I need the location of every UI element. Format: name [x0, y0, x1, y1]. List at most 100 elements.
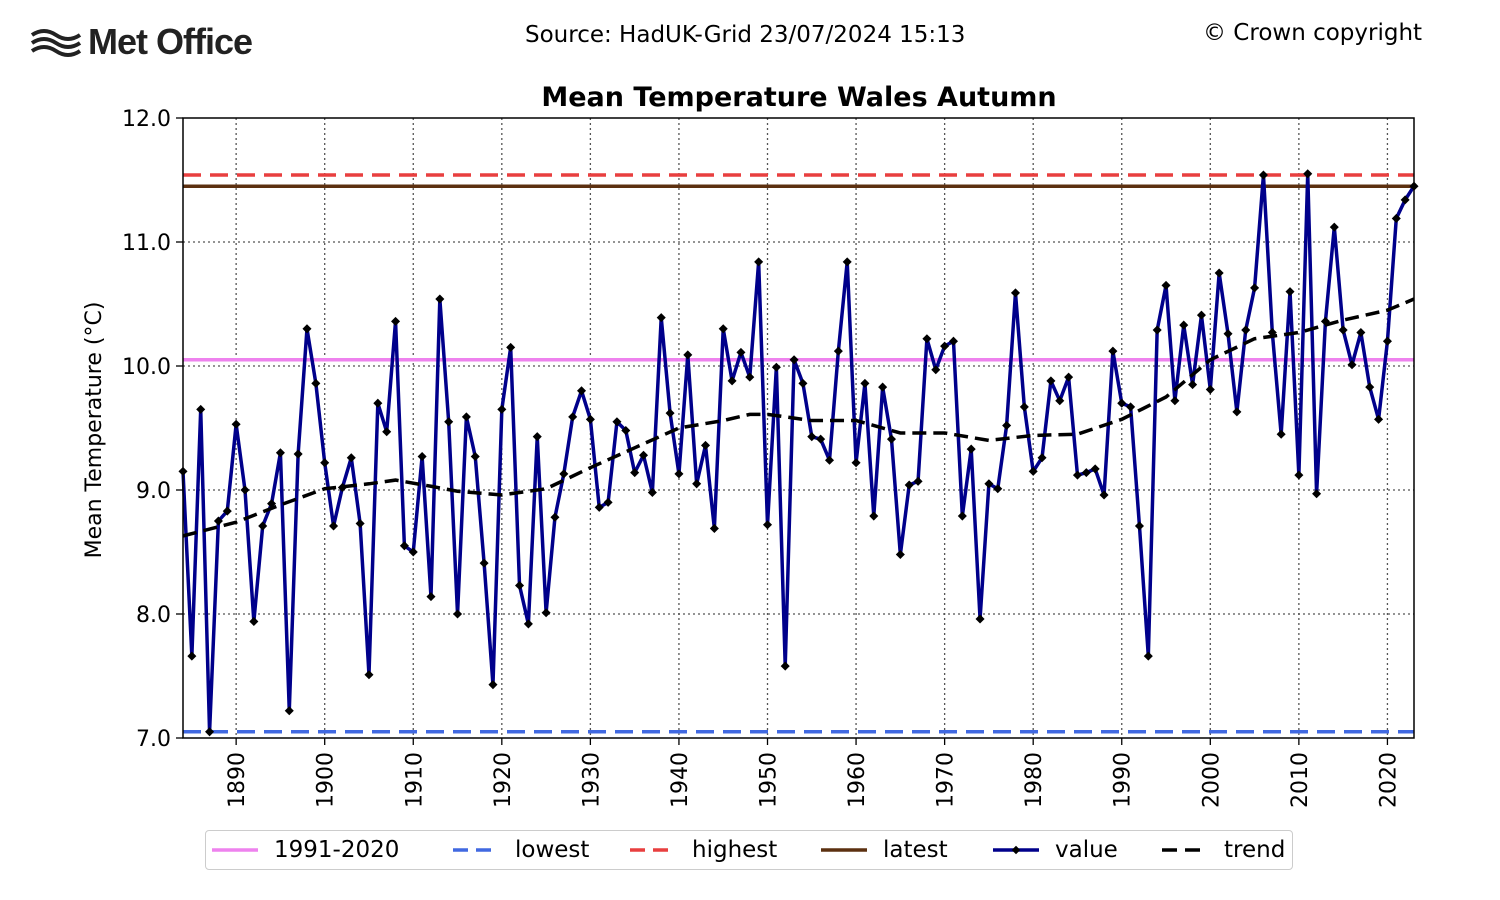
y-axis-label: Mean Temperature (°C)	[82, 302, 107, 559]
value-point	[886, 434, 897, 444]
x-tick-label: 1900	[314, 752, 339, 808]
legend-label: value	[1055, 837, 1118, 863]
value-point	[745, 372, 755, 382]
value-point	[373, 398, 383, 408]
value-point	[833, 346, 843, 356]
value-point	[957, 511, 967, 521]
value-point	[674, 469, 684, 479]
value-point	[196, 404, 206, 414]
met-office-wave-icon	[30, 29, 82, 57]
value-point	[621, 425, 631, 436]
value-point	[1072, 470, 1082, 480]
x-tick-label: 2000	[1199, 752, 1224, 808]
value-point	[293, 449, 303, 459]
value-point	[311, 378, 321, 388]
x-tick-label: 2010	[1288, 752, 1313, 808]
value-point	[1002, 420, 1012, 431]
value-point	[391, 316, 401, 326]
value-point	[1223, 329, 1233, 339]
value-point	[320, 458, 330, 468]
value-point	[302, 324, 312, 334]
value-point	[603, 497, 613, 507]
value-point	[816, 434, 826, 444]
y-tick-label: 12.0	[122, 107, 171, 132]
value-point	[922, 334, 932, 344]
x-tick-label: 2020	[1376, 752, 1401, 808]
value-point	[798, 378, 808, 388]
y-tick-label: 10.0	[122, 355, 171, 380]
value-point	[1134, 521, 1144, 531]
value-point	[1365, 382, 1375, 392]
y-tick-label: 11.0	[122, 231, 171, 256]
value-point	[807, 432, 817, 442]
value-point	[470, 451, 480, 462]
value-point	[878, 382, 888, 392]
value-point	[249, 616, 259, 626]
y-tick-label: 8.0	[136, 603, 171, 628]
legend-item-latest: latest	[821, 831, 948, 869]
value-point	[842, 257, 852, 267]
value-point	[647, 487, 657, 498]
value-point	[860, 378, 870, 388]
value-point	[435, 294, 445, 304]
value-point	[576, 386, 587, 396]
logo-text: Met Office	[88, 21, 253, 62]
value-point	[488, 680, 498, 690]
x-tick-label: 1930	[579, 752, 604, 808]
value-point	[700, 440, 711, 450]
value-point	[1152, 325, 1162, 335]
copyright-text: © Crown copyright	[1203, 20, 1423, 46]
value-point	[559, 469, 569, 479]
value-point	[532, 432, 542, 442]
value-point	[417, 451, 427, 462]
value-point	[1303, 169, 1313, 179]
value-point	[1196, 310, 1206, 320]
legend-item-trend: trend	[1162, 831, 1285, 869]
value-point	[754, 257, 764, 267]
legend-item-lowest: lowest	[453, 831, 589, 869]
x-tick-label: 1910	[402, 752, 427, 808]
axis-layer: 7.0 8.0 9.0 10.0 11.0 12.0 1890 1900 1910 1920 193…	[122, 107, 1401, 808]
value-point	[479, 558, 489, 568]
legend-swatch	[630, 848, 676, 852]
value-point	[506, 342, 516, 352]
value-point	[736, 347, 746, 357]
value-point	[187, 651, 197, 661]
value-point	[515, 580, 525, 591]
x-tick-label: 1890	[225, 752, 250, 808]
chart-title: Mean Temperature Wales Autumn	[541, 82, 1056, 113]
value-point	[1294, 470, 1304, 480]
value-point	[656, 313, 666, 323]
grid-layer	[183, 118, 1414, 738]
trend-series-line	[182, 297, 1415, 538]
value-point	[355, 518, 365, 529]
value-point	[869, 511, 879, 521]
value-point	[329, 521, 339, 531]
value-point	[453, 609, 463, 619]
value-point	[497, 404, 507, 414]
y-tick-label: 7.0	[136, 727, 171, 752]
met-office-logo: Met Office	[30, 21, 253, 62]
source-text: Source: HadUK-Grid 23/07/2024 15:13	[525, 22, 966, 48]
legend-swatch	[821, 848, 867, 852]
value-point	[1250, 283, 1260, 293]
value-point	[346, 453, 356, 463]
legend-label: lowest	[515, 837, 590, 863]
value-point	[1179, 320, 1189, 330]
value-point	[1276, 429, 1286, 439]
value-point	[709, 523, 719, 533]
value-point	[771, 362, 781, 372]
value-point	[984, 479, 994, 489]
plot-frame	[182, 117, 1415, 739]
value-point	[1285, 287, 1295, 297]
x-tick-label: 1990	[1111, 752, 1136, 808]
legend-swatch	[1162, 848, 1208, 852]
value-point	[966, 444, 976, 454]
value-point	[1019, 402, 1029, 412]
value-point	[1108, 346, 1118, 356]
legend-label: latest	[883, 837, 948, 863]
value-point	[275, 448, 285, 458]
value-point	[851, 458, 861, 468]
value-point	[408, 547, 418, 557]
value-point	[780, 661, 790, 671]
